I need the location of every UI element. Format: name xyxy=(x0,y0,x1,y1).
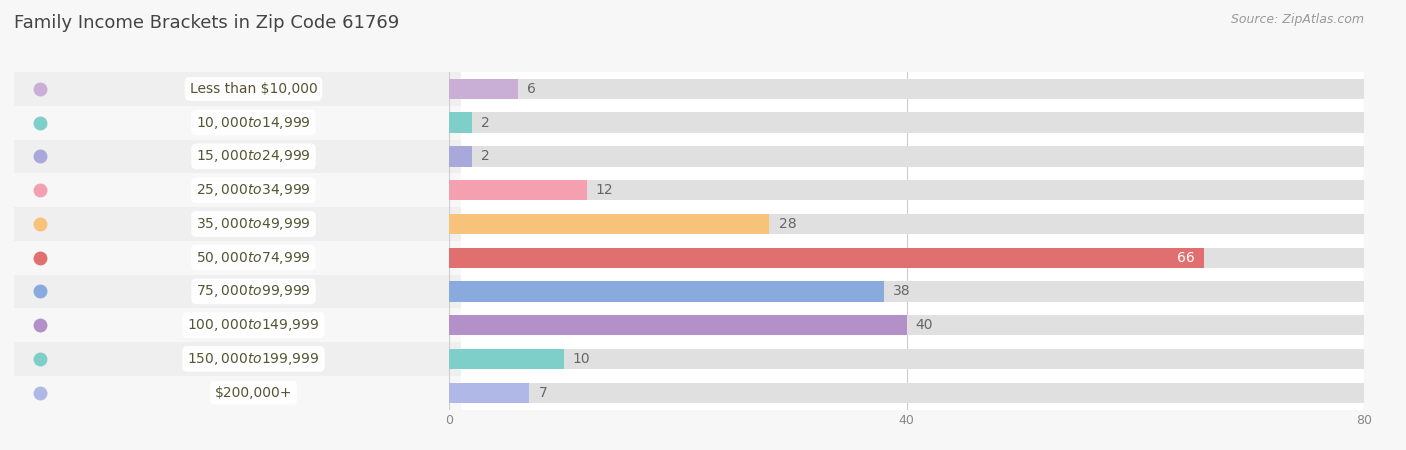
Bar xyxy=(14,173,450,207)
Bar xyxy=(450,112,472,133)
Text: 10: 10 xyxy=(572,352,591,366)
Text: $25,000 to $34,999: $25,000 to $34,999 xyxy=(197,182,311,198)
Text: $10,000 to $14,999: $10,000 to $14,999 xyxy=(197,115,311,130)
Bar xyxy=(14,140,450,173)
Text: 6: 6 xyxy=(527,82,536,96)
Bar xyxy=(14,376,450,410)
Bar xyxy=(450,79,517,99)
Text: $150,000 to $199,999: $150,000 to $199,999 xyxy=(187,351,319,367)
Bar xyxy=(450,180,586,200)
Bar xyxy=(450,248,1204,268)
Text: 28: 28 xyxy=(779,217,796,231)
Bar xyxy=(450,146,472,166)
Bar xyxy=(450,382,530,403)
Text: 40: 40 xyxy=(915,318,934,332)
Text: 38: 38 xyxy=(893,284,911,298)
Bar xyxy=(450,308,461,342)
Bar xyxy=(14,106,450,140)
Bar xyxy=(450,72,461,106)
Bar xyxy=(450,180,1364,200)
Text: 66: 66 xyxy=(1177,251,1195,265)
Bar xyxy=(450,382,1364,403)
Text: Less than $10,000: Less than $10,000 xyxy=(190,82,318,96)
Bar xyxy=(450,241,461,274)
Bar xyxy=(450,214,769,234)
Bar xyxy=(450,173,461,207)
Bar xyxy=(450,248,1364,268)
Bar xyxy=(450,274,461,308)
Text: $100,000 to $149,999: $100,000 to $149,999 xyxy=(187,317,319,333)
Bar xyxy=(450,146,1364,166)
Bar xyxy=(450,281,1364,302)
Text: $50,000 to $74,999: $50,000 to $74,999 xyxy=(197,250,311,266)
Text: 2: 2 xyxy=(481,149,491,163)
Bar xyxy=(450,376,461,410)
Text: Family Income Brackets in Zip Code 61769: Family Income Brackets in Zip Code 61769 xyxy=(14,14,399,32)
Bar xyxy=(14,274,450,308)
Bar xyxy=(14,308,450,342)
Bar xyxy=(450,349,1364,369)
Bar xyxy=(14,241,450,274)
Bar xyxy=(450,106,461,140)
Bar xyxy=(450,315,1364,335)
Bar xyxy=(450,315,907,335)
Text: $35,000 to $49,999: $35,000 to $49,999 xyxy=(197,216,311,232)
Text: Source: ZipAtlas.com: Source: ZipAtlas.com xyxy=(1230,14,1364,27)
Bar xyxy=(450,342,461,376)
Bar xyxy=(14,207,450,241)
Bar xyxy=(14,342,450,376)
Bar xyxy=(14,72,450,106)
Text: 12: 12 xyxy=(596,183,613,197)
Bar xyxy=(450,281,884,302)
Text: 2: 2 xyxy=(481,116,491,130)
Text: $200,000+: $200,000+ xyxy=(215,386,292,400)
Bar xyxy=(450,349,564,369)
Bar xyxy=(450,214,1364,234)
Text: 7: 7 xyxy=(538,386,547,400)
Bar xyxy=(450,112,1364,133)
Text: $15,000 to $24,999: $15,000 to $24,999 xyxy=(197,148,311,164)
Text: $75,000 to $99,999: $75,000 to $99,999 xyxy=(197,284,311,299)
Bar xyxy=(450,140,461,173)
Bar xyxy=(450,207,461,241)
Bar xyxy=(450,79,1364,99)
